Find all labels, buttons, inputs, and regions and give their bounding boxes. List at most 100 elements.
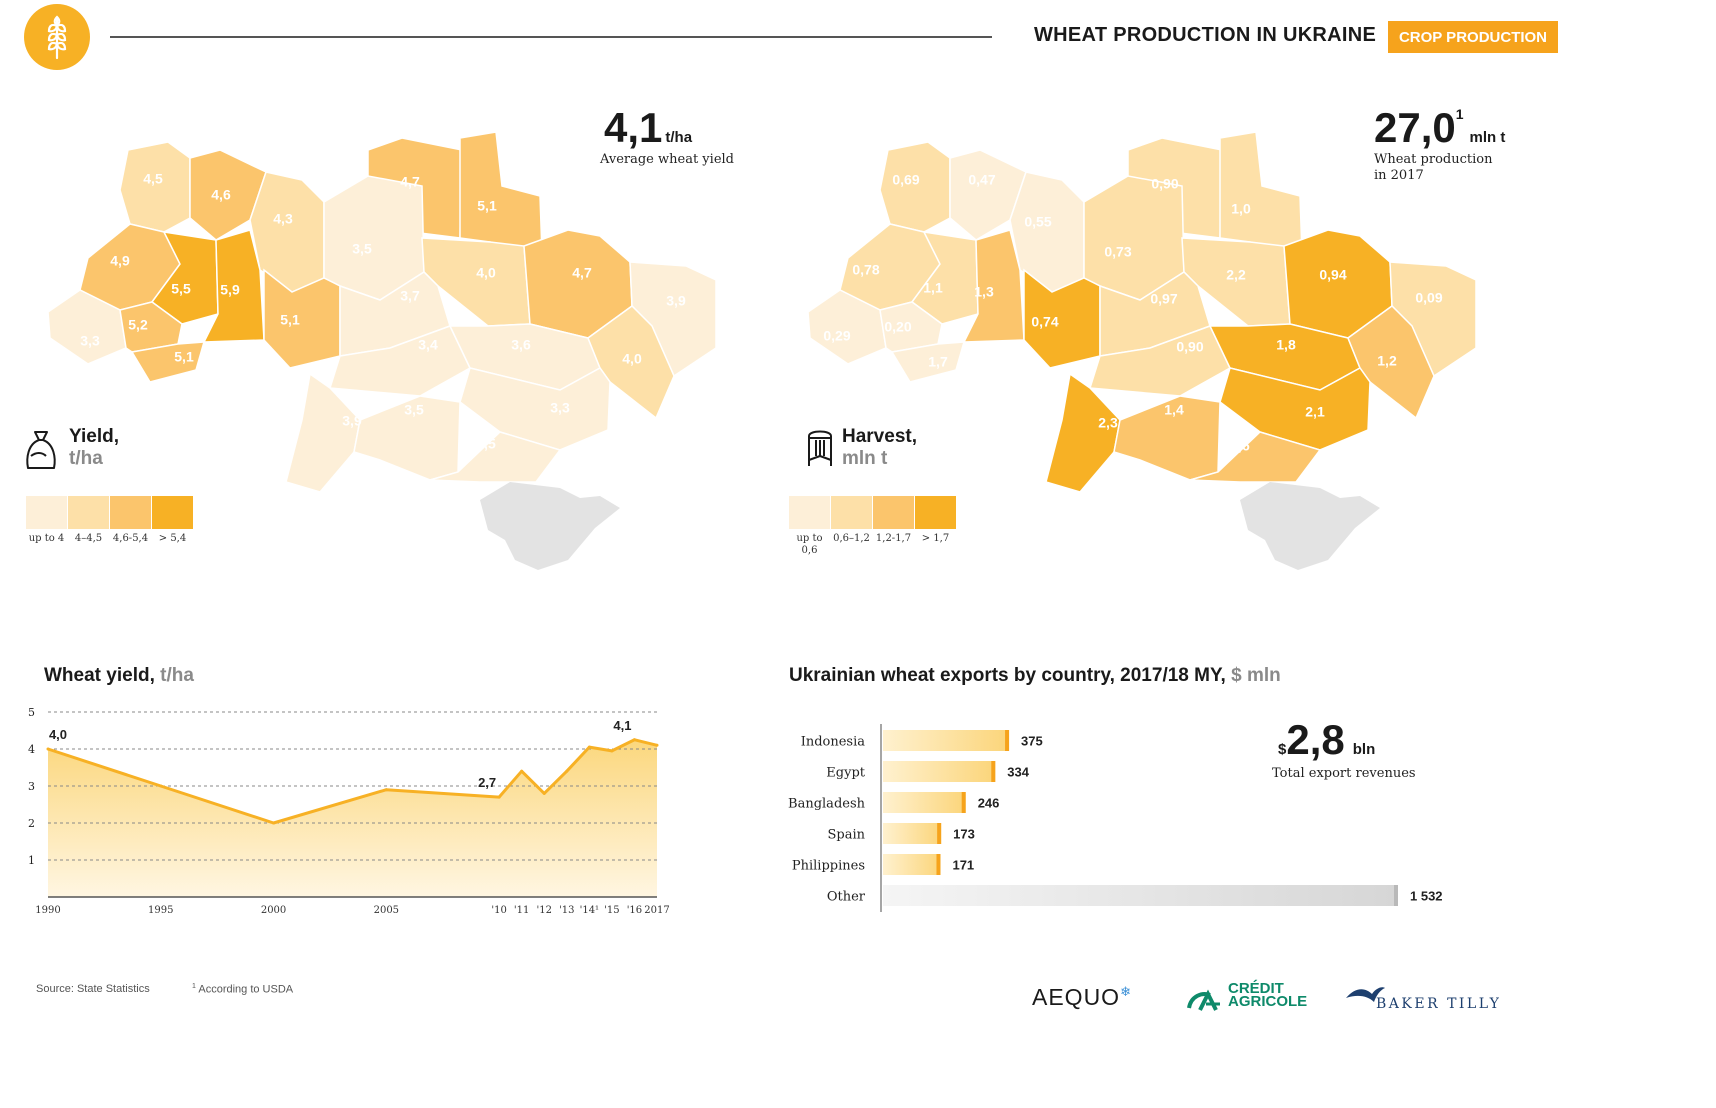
yield-legend-item: 4,6-5,4 xyxy=(110,496,151,545)
bar-end-cap xyxy=(1394,885,1398,906)
yield-legend-label: > 5,4 xyxy=(158,533,187,544)
bar xyxy=(883,823,942,844)
yield-region-5 xyxy=(459,131,543,255)
harvest-legend-item: up to 0,6 xyxy=(789,496,830,557)
harvest-region-value: 1,8 xyxy=(1276,337,1296,353)
yield-legend-label: up to 4 xyxy=(28,533,65,544)
x-tick-label: '15 xyxy=(604,905,619,916)
data-point xyxy=(520,769,524,773)
yield-region-value: 5,1 xyxy=(174,349,194,365)
yield-map: 4,5 4,6 4,3 4,7 5,1 4,9 5,5 5,9 3,5 4,0 4,7 3,9 3,3 5… xyxy=(47,131,717,570)
harvest-region-value: 1,1 xyxy=(923,280,943,296)
data-point xyxy=(655,743,659,747)
section-badge: CROP PRODUCTION xyxy=(1388,21,1558,53)
bar-category-label: Bangladesh xyxy=(788,797,866,812)
yield-legend-swatch xyxy=(26,496,67,529)
bar-value-label: 375 xyxy=(1021,734,1043,749)
bar xyxy=(883,730,1010,751)
bar-category-label: Indonesia xyxy=(801,735,866,750)
bar xyxy=(883,885,1398,906)
harvest-region-value: 0,69 xyxy=(892,172,919,188)
harvest-legend-item: 1,2-1,7 xyxy=(873,496,914,545)
wheat-logo xyxy=(24,4,90,70)
bar-value-label: 246 xyxy=(978,796,1000,811)
data-point xyxy=(587,745,591,749)
yield-line-chart: 1 2 3 4 5 1990 1995 2000 2005 '10 '11 '12 '13 '14¹ '15… xyxy=(28,706,670,916)
yield-region-3 xyxy=(249,171,325,293)
data-point xyxy=(159,784,163,788)
data-label: 4,1 xyxy=(613,718,631,733)
harvest-legend-item: 0,6–1,2 xyxy=(831,496,872,545)
yield-region-value: 5,1 xyxy=(477,198,497,214)
credit-agricole-icon xyxy=(1187,989,1220,1011)
yield-region-value: 3,9 xyxy=(666,293,686,309)
exports-total: $2,8 bln xyxy=(1278,716,1376,763)
crimea-region xyxy=(480,482,620,570)
data-point xyxy=(610,749,614,753)
harvest-region-1 xyxy=(879,141,951,233)
data-label: 2,7 xyxy=(478,775,496,790)
y-tick-label: 5 xyxy=(28,706,35,719)
y-tick-label: 4 xyxy=(28,743,35,756)
harvest-region-23 xyxy=(1219,367,1371,451)
bar-chart-title: Ukrainian wheat exports by country, 2017… xyxy=(789,665,1281,686)
usda-footnote: 1 According to USDA xyxy=(192,983,294,996)
harvest-region-value: 0,47 xyxy=(968,172,995,188)
yield-region-value: 4,3 xyxy=(273,211,293,227)
harvest-region-value: 0,78 xyxy=(852,262,879,278)
page-title: WHEAT PRODUCTION IN UKRAINE xyxy=(1034,24,1377,46)
harvest-legend-unit: mln t xyxy=(842,448,888,469)
bar xyxy=(883,761,996,782)
crimea-region xyxy=(1240,482,1380,570)
exports-total-unit: bln xyxy=(1352,741,1376,758)
data-point xyxy=(272,821,276,825)
yield-legend-label: 4,6-5,4 xyxy=(112,533,149,544)
yield-region-value: 4,0 xyxy=(476,265,496,281)
harvest-region-21 xyxy=(1045,372,1121,493)
harvest-footnote-mark: 1 xyxy=(1455,106,1464,122)
data-point xyxy=(497,795,501,799)
yield-region-value: 4,0 xyxy=(622,351,642,367)
line-chart-title: Wheat yield, t/ha xyxy=(44,665,194,686)
yield-region-21 xyxy=(285,372,361,493)
x-tick-label: '10 xyxy=(491,905,506,916)
harvest-legend-item: > 1,7 xyxy=(915,496,956,545)
bar xyxy=(883,854,941,875)
data-point xyxy=(632,738,636,742)
exports-bar-chart: Indonesia 375 Egypt 334 Bangladesh 246 Spain 17… xyxy=(788,724,1443,912)
yield-big-unit: t/ha xyxy=(665,129,693,146)
data-point xyxy=(46,747,50,751)
yield-region-value: 3,4 xyxy=(418,337,438,353)
sack-icon xyxy=(26,431,56,469)
harvest-legend-label: up to 0,6 xyxy=(796,533,823,556)
data-point xyxy=(384,788,388,792)
y-tick-label: 3 xyxy=(28,780,35,793)
harvest-region-15 xyxy=(890,341,966,383)
harvest-region-value: 2,1 xyxy=(1305,404,1325,420)
bird-icon xyxy=(1346,987,1385,1002)
harvest-legend-label: 1,2-1,7 xyxy=(875,533,912,544)
harvest-big-unit: mln t xyxy=(1469,129,1506,146)
yield-region-24 xyxy=(429,431,562,483)
harvest-region-value: 0,73 xyxy=(1104,244,1131,260)
harvest-legend-swatch xyxy=(873,496,914,529)
harvest-region-value: 1,4 xyxy=(1164,402,1184,418)
yield-region-value: 3,9 xyxy=(342,413,362,429)
bar xyxy=(883,792,966,813)
yield-region-value: 4,7 xyxy=(400,174,420,190)
harvest-region-value: 0,97 xyxy=(1150,291,1177,307)
harvest-caption: Wheat production in 2017 xyxy=(1374,152,1493,183)
x-tick-label: 2000 xyxy=(261,905,286,916)
yield-region-value: 4,7 xyxy=(572,265,592,281)
data-point xyxy=(542,791,546,795)
yield-legend-label: 4–4,5 xyxy=(74,533,103,544)
yield-region-value: 3,5 xyxy=(352,241,372,257)
bar-end-cap xyxy=(1005,730,1010,751)
yield-region-value: 4,5 xyxy=(143,171,163,187)
yield-area xyxy=(48,739,657,897)
harvest-region-value: 1,3 xyxy=(974,284,994,300)
x-tick-label: '16 xyxy=(627,905,642,916)
yield-region-1 xyxy=(119,141,191,233)
yield-line xyxy=(47,738,658,825)
y-tick-label: 2 xyxy=(28,817,35,830)
